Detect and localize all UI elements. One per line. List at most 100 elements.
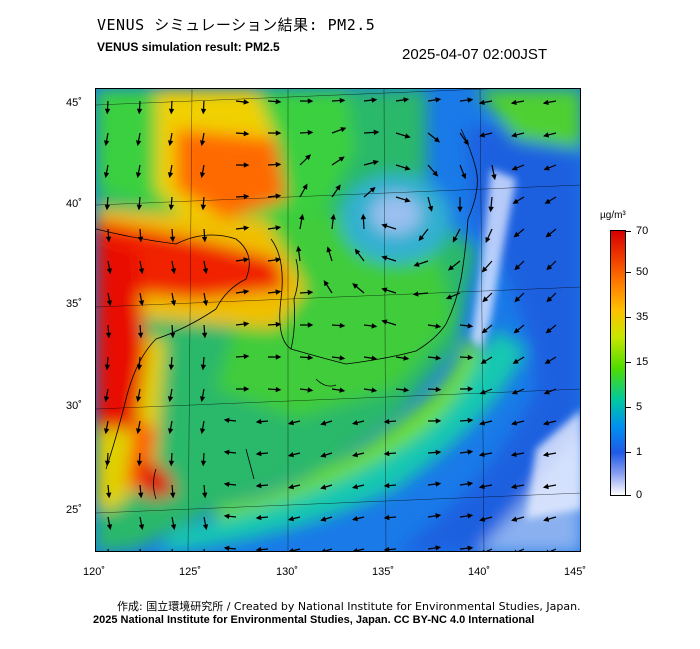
wind-arrow-head xyxy=(299,213,305,220)
wind-arrow xyxy=(289,548,301,551)
lat-label-40: 40˚ xyxy=(66,198,82,210)
wind-arrow-head xyxy=(320,516,327,522)
wind-arrow-head xyxy=(243,99,250,105)
wind-arrow-head xyxy=(106,492,112,499)
wind-arrow-head xyxy=(137,236,144,243)
wind-arrow-head xyxy=(339,97,346,104)
wind-arrow-head xyxy=(383,418,390,425)
wind-arrow-head xyxy=(243,225,250,231)
wind-arrow-head xyxy=(275,225,282,231)
wind-arrow-head xyxy=(138,268,145,275)
colorbar-label-1: 1 xyxy=(636,446,643,458)
wind-arrow-head xyxy=(544,358,551,364)
wind-arrow-head xyxy=(404,165,411,171)
wind-arrow-head xyxy=(482,549,485,551)
wind-arrow-head xyxy=(412,291,419,297)
wind-arrow-head xyxy=(381,255,388,261)
wind-arrow-head xyxy=(103,428,110,435)
wind-arrow-head xyxy=(275,321,282,328)
wind-arrow-head xyxy=(461,173,467,180)
wind-arrow-head xyxy=(435,449,442,456)
wind-arrow-head xyxy=(479,516,486,522)
wind-arrow-head xyxy=(478,99,485,106)
wind-arrow-head xyxy=(321,548,326,551)
wind-arrow-head xyxy=(106,524,113,531)
wind-arrow-head xyxy=(275,257,282,263)
wind-arrow xyxy=(517,548,525,551)
wind-arrow-head xyxy=(199,396,206,403)
wind-arrow-head xyxy=(481,266,488,273)
credit-line-2: 2025 National Institute for Environmenta… xyxy=(93,614,535,626)
wind-arrow-head xyxy=(104,460,111,467)
wind-arrow-head xyxy=(169,332,176,339)
wind-arrow-head xyxy=(371,355,378,361)
wind-arrow-head xyxy=(351,419,359,426)
wind-arrow-head xyxy=(435,97,442,103)
wind-arrow-head xyxy=(542,483,549,490)
wind-arrow-head xyxy=(289,548,294,551)
wind-arrow-head xyxy=(457,206,463,213)
wind-arrow-head xyxy=(360,213,367,220)
map-canvas xyxy=(96,89,580,551)
wind-arrow-head xyxy=(467,513,474,519)
wind-arrow-head xyxy=(168,460,175,467)
wind-arrow-head xyxy=(511,420,518,426)
wind-arrow-head xyxy=(202,524,209,531)
wind-arrow-head xyxy=(467,545,474,551)
wind-arrow-head xyxy=(255,418,262,425)
wind-arrow-head xyxy=(106,268,113,275)
concentration-field xyxy=(96,89,580,551)
wind-arrow-head xyxy=(255,482,262,489)
lat-label-35: 35˚ xyxy=(66,298,82,310)
wind-arrow-head xyxy=(427,205,434,212)
wind-arrow-head xyxy=(296,245,302,252)
wind-arrow-head xyxy=(404,197,411,203)
wind-arrow-head xyxy=(167,172,174,179)
wind-arrow-head xyxy=(136,364,143,371)
wind-arrow-head xyxy=(467,323,474,329)
wind-arrow xyxy=(171,548,173,551)
wind-arrow-head xyxy=(330,213,336,220)
wind-arrow-head xyxy=(478,451,485,458)
colorbar-label-50: 50 xyxy=(636,266,649,278)
wind-arrow-head xyxy=(255,450,262,457)
wind-arrow-head xyxy=(243,321,250,327)
wind-arrow-head xyxy=(103,172,110,179)
wind-arrow-head xyxy=(404,133,411,139)
wind-arrow-head xyxy=(514,549,517,551)
wind-arrow-head xyxy=(403,97,410,103)
wind-arrow-head xyxy=(435,513,442,519)
wind-arrow-head xyxy=(275,289,282,295)
wind-arrow-head xyxy=(478,483,485,490)
wind-arrow-head xyxy=(351,451,359,458)
wind-arrow-head xyxy=(351,483,359,490)
wind-arrow-head xyxy=(545,327,552,334)
colorbar-tick xyxy=(626,317,631,318)
wind-arrow-head xyxy=(243,193,250,200)
wind-arrow-head xyxy=(383,482,390,489)
pm25-map xyxy=(95,88,581,552)
wind-arrow-head xyxy=(307,98,314,104)
wind-arrow-head xyxy=(467,97,474,103)
wind-arrow-head xyxy=(103,140,110,147)
credit-line-1: 作成: 国立環境研究所 / Created by National Instit… xyxy=(117,600,581,613)
wind-arrow-head xyxy=(371,323,378,329)
wind-arrow-head xyxy=(320,452,327,458)
wind-arrow-head xyxy=(467,449,474,455)
wind-arrow-head xyxy=(354,248,361,255)
wind-arrow-head xyxy=(287,516,295,522)
wind-arrow-head xyxy=(169,236,176,243)
wind-arrow-head xyxy=(542,451,549,458)
wind-arrow-head xyxy=(243,353,250,360)
graticule xyxy=(96,89,580,551)
wind-arrow-head xyxy=(170,524,177,531)
wind-arrow-head xyxy=(287,452,295,458)
wind-arrow-head xyxy=(223,513,230,520)
wind-arrow-head xyxy=(302,183,308,190)
wind-arrow-head xyxy=(104,108,111,115)
wind-arrow-head xyxy=(435,481,442,487)
wind-arrow-head xyxy=(371,387,378,393)
wind-arrow-head xyxy=(243,130,250,137)
wind-arrow-head xyxy=(255,514,262,521)
wind-arrow-head xyxy=(338,156,345,162)
